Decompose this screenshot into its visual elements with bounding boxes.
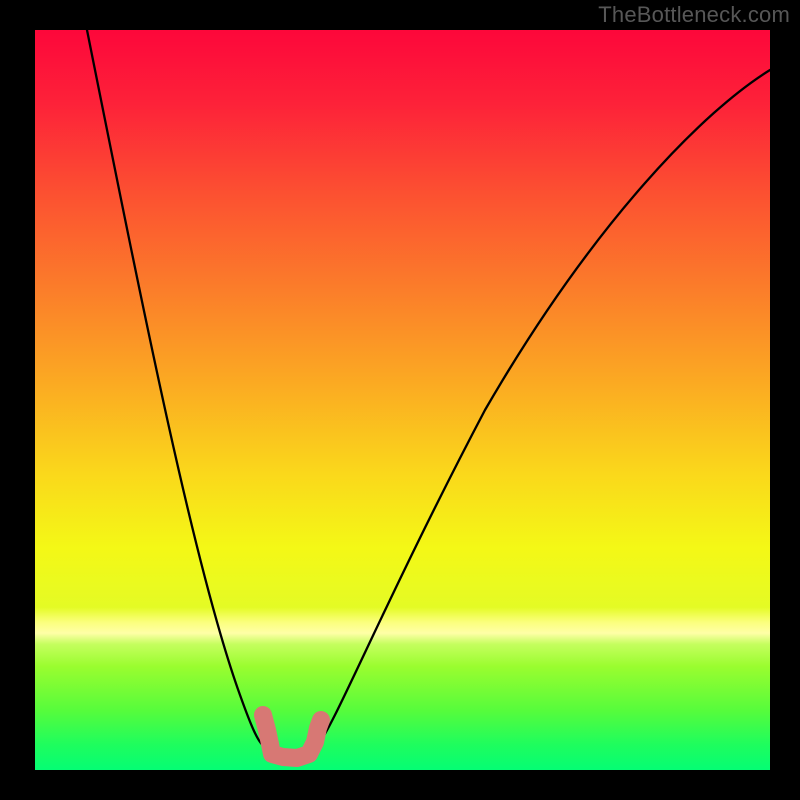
chart-frame: TheBottleneck.com — [0, 0, 800, 800]
plot-area — [35, 30, 770, 770]
gradient-background — [35, 30, 770, 770]
chart-svg — [35, 30, 770, 770]
watermark-text: TheBottleneck.com — [598, 2, 790, 28]
